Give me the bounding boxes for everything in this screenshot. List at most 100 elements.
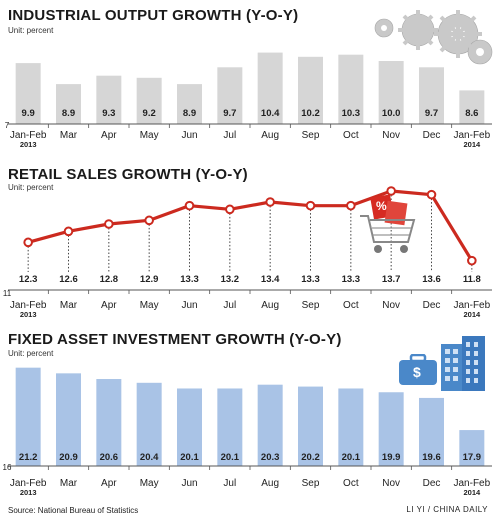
building-icon [441,336,485,391]
x-tick-year-label: 2014 [463,140,481,149]
bar-value-label: 19.9 [382,452,401,463]
x-tick-label: May [140,478,159,489]
x-tick-label: Jan-Feb [453,130,490,141]
data-point [63,226,74,237]
bar [419,67,444,124]
credit-line: LI YI / CHINA DAILY [406,505,488,514]
data-point [305,200,316,211]
x-tick-label: Nov [382,300,400,311]
bar-value-label: 10.0 [382,108,401,119]
bar-value-label: 8.9 [62,108,75,119]
x-tick-label: Nov [382,478,400,489]
bar-value-label: 20.1 [180,452,199,463]
x-tick-label: Mar [60,300,78,311]
bar [419,397,444,466]
x-tick-label: Apr [101,130,117,141]
bar-value-label: 21.2 [19,452,38,463]
gears-icon [374,10,493,65]
x-tick-year-label: 2013 [20,310,37,319]
industrial-unit-label: Unit: percent [8,26,54,35]
x-tick-label: Mar [60,130,78,141]
x-tick-label: Apr [101,478,117,489]
x-tick-label: May [140,300,159,311]
point-value-label: 13.2 [221,274,240,285]
bar [378,61,404,124]
x-tick-label: May [140,130,159,141]
bar [378,392,404,466]
x-tick-label: Oct [343,300,359,311]
x-tick-label: Oct [343,130,359,141]
y-axis-min-label: 11 [3,289,12,298]
bar [298,386,323,466]
data-point [184,200,195,211]
bar [56,84,81,124]
point-value-label: 12.8 [100,274,119,285]
bar-value-label: 19.6 [422,452,441,463]
bar-value-label: 9.3 [102,108,115,119]
bar-value-label: 10.2 [301,108,320,119]
point-value-label: 13.6 [422,274,441,285]
point-value-label: 12.6 [59,274,78,285]
bar [177,84,202,124]
retail-chart-title: RETAIL SALES GROWTH (Y-O-Y) [8,166,248,183]
y-axis-min-label: 16 [3,463,12,472]
bar [338,388,364,466]
data-point [386,186,396,196]
briefcase-icon [399,354,437,385]
bar [257,384,283,466]
bar [15,63,41,124]
bar [136,77,162,124]
bar-value-label: 10.3 [342,108,361,119]
x-tick-label: Jan-Feb [10,130,47,141]
bar [459,430,485,466]
point-value-label: 13.3 [180,274,199,285]
x-tick-label: Dec [423,478,441,489]
x-tick-label: Aug [261,300,279,311]
bar [136,382,162,466]
x-tick-label: Jul [223,300,236,311]
bar-value-label: 20.4 [140,452,159,463]
x-tick-label: Sep [302,300,320,311]
data-point [426,189,437,200]
bar-value-label: 9.2 [143,108,156,119]
retail-unit-label: Unit: percent [8,183,54,192]
bar-value-label: 9.7 [223,108,236,119]
x-tick-label: Jul [223,478,236,489]
point-value-label: 11.8 [463,274,481,285]
bar [217,388,243,466]
point-value-label: 12.9 [140,274,159,285]
bar-value-label: 10.4 [261,108,280,119]
x-tick-label: Dec [423,130,441,141]
point-value-label: 13.4 [261,274,280,285]
bar-value-label: 8.9 [183,108,196,119]
investment-unit-label: Unit: percent [8,349,54,358]
bar-value-label: 8.6 [465,108,478,119]
bar [298,56,323,124]
briefcase-symbol: $ [413,364,421,380]
x-tick-year-label: 2014 [463,310,481,319]
x-tick-label: Jan-Feb [453,478,490,489]
x-tick-label: Jul [223,130,236,141]
x-tick-year-label: 2013 [20,488,37,497]
x-tick-label: Nov [382,130,400,141]
x-tick-label: Jan-Feb [10,300,47,311]
point-value-label: 12.3 [19,274,38,285]
shopping-cart-icon [360,194,416,253]
point-value-label: 13.3 [301,274,320,285]
data-point [104,219,114,229]
investment-chart-title: FIXED ASSET INVESTMENT GROWTH (Y-O-Y) [8,331,342,348]
bar-value-label: 20.9 [59,452,78,463]
bar-value-label: 20.1 [221,452,240,463]
bar [96,379,122,466]
bar [257,52,283,124]
data-point [467,255,477,266]
x-tick-label: Jan-Feb [453,300,490,311]
x-tick-label: Apr [101,300,117,311]
x-tick-year-label: 2013 [20,140,37,149]
x-tick-label: Jan-Feb [10,478,47,489]
data-point [144,215,154,226]
